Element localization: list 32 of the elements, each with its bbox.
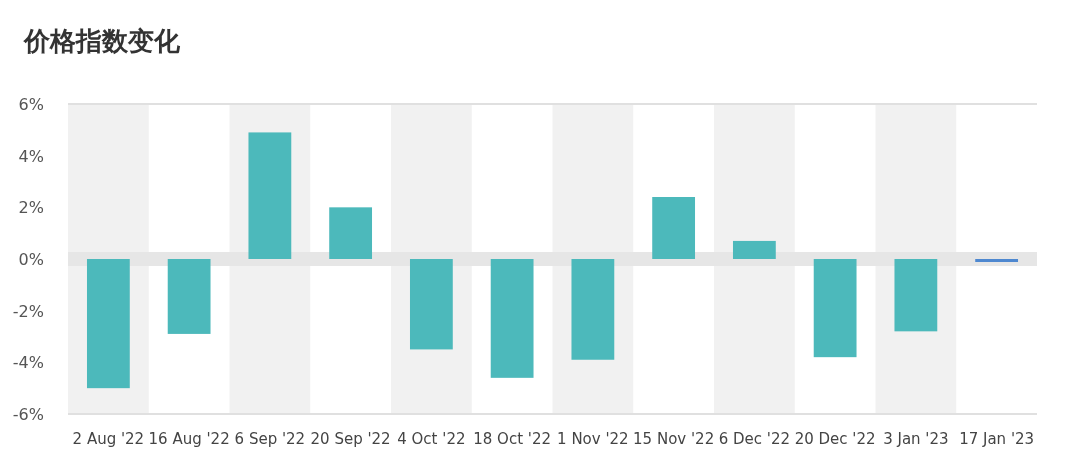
x-tick-label: 20 Dec '22	[794, 430, 876, 448]
x-tick-label: 20 Sep '22	[310, 430, 391, 448]
x-tick-label: 6 Sep '22	[234, 430, 306, 448]
y-tick-label: 2%	[18, 198, 44, 218]
x-tick-label: 15 Nov '22	[633, 430, 715, 448]
chart-title: 价格指数变化	[23, 26, 181, 56]
bar	[329, 207, 373, 259]
y-tick-label: 4%	[18, 146, 44, 166]
bar	[86, 259, 130, 389]
bar	[732, 240, 776, 259]
bar	[248, 132, 292, 259]
x-tick-label: 2 Aug '22	[72, 430, 145, 448]
bar	[571, 259, 615, 360]
bar	[409, 259, 453, 350]
x-tick-label: 1 Nov '22	[557, 430, 629, 448]
y-tick-label: -2%	[12, 301, 44, 321]
x-tick-label: 17 Jan '23	[959, 430, 1035, 448]
bar	[975, 259, 1019, 262]
bar	[490, 259, 534, 378]
x-tick-label: 16 Aug '22	[148, 430, 230, 448]
y-tick-label: -4%	[12, 353, 44, 373]
x-tick-label: 4 Oct '22	[397, 430, 466, 448]
y-tick-label: 0%	[18, 250, 44, 269]
bar	[652, 197, 696, 259]
bar	[894, 259, 938, 332]
x-tick-label: 3 Jan '23	[883, 430, 949, 448]
x-tick-label: 18 Oct '22	[473, 430, 552, 448]
bar	[813, 259, 857, 358]
y-tick-label: 6%	[18, 95, 44, 114]
bar	[167, 259, 211, 334]
x-tick-label: 6 Dec '22	[718, 430, 791, 448]
y-tick-label: -6%	[12, 405, 44, 424]
